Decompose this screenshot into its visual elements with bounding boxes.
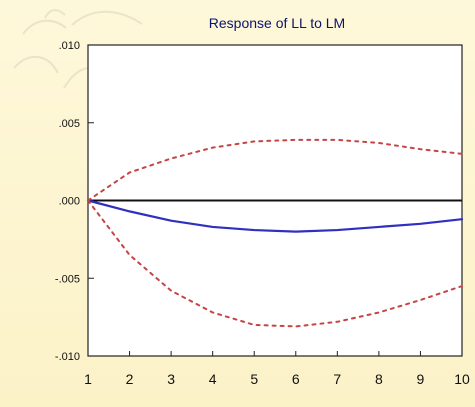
y-tick-label: -.010 [55,351,80,363]
y-axis: .010 .005 .000 -.005 -.010 [55,40,94,363]
x-axis: 1 2 3 4 5 6 7 8 9 10 [84,351,470,387]
x-tick-label: 9 [417,371,425,387]
x-tick-label: 10 [454,371,470,387]
series-group [86,138,464,328]
x-tick-label: 7 [333,371,341,387]
x-tick-label: 6 [292,371,300,387]
x-tick-label: 2 [126,371,134,387]
x-tick-label: 5 [250,371,258,387]
x-tick-label: 8 [375,371,383,387]
response-line [86,199,464,233]
x-tick-label: 3 [167,371,175,387]
y-tick-label: .010 [59,40,80,52]
y-tick-label: -.005 [55,273,80,285]
y-tick-label: .000 [59,196,80,208]
lower-band-line [87,199,463,328]
x-tick-label: 4 [209,371,217,387]
chart-title: Response of LL to LM [209,15,345,31]
x-tick-label: 1 [84,371,92,387]
y-tick-label: .005 [59,118,80,130]
upper-band-line [87,138,463,202]
